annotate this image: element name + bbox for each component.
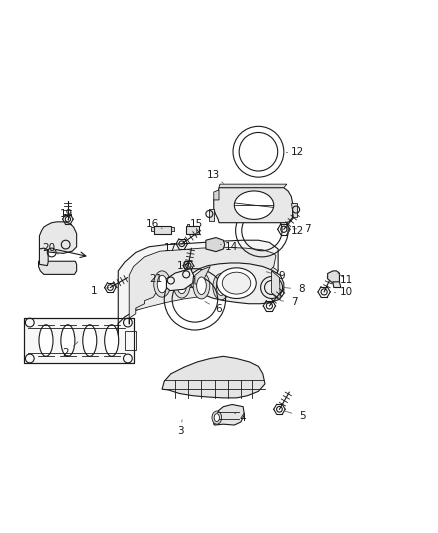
Ellipse shape <box>61 325 75 356</box>
Text: 20: 20 <box>42 243 56 253</box>
Ellipse shape <box>193 273 210 299</box>
Text: 13: 13 <box>207 169 220 180</box>
Text: 8: 8 <box>298 284 305 294</box>
Ellipse shape <box>105 325 119 356</box>
Text: 16: 16 <box>146 219 159 229</box>
Ellipse shape <box>197 277 206 295</box>
Polygon shape <box>291 203 297 217</box>
Polygon shape <box>209 209 214 221</box>
Ellipse shape <box>222 272 251 294</box>
Text: 17: 17 <box>164 243 177 253</box>
Ellipse shape <box>214 414 219 422</box>
Polygon shape <box>214 405 244 425</box>
Text: 12: 12 <box>291 147 304 157</box>
Text: 12: 12 <box>291 225 304 236</box>
Text: 11: 11 <box>340 274 353 285</box>
Text: 3: 3 <box>177 426 184 436</box>
Text: 6: 6 <box>215 304 223 314</box>
Text: 4: 4 <box>240 413 247 423</box>
Polygon shape <box>154 226 171 233</box>
Polygon shape <box>129 247 276 324</box>
Ellipse shape <box>83 325 97 356</box>
Ellipse shape <box>212 411 222 424</box>
Text: 14: 14 <box>225 242 238 252</box>
Polygon shape <box>39 261 77 274</box>
Polygon shape <box>162 356 265 398</box>
Text: 7: 7 <box>291 297 298 308</box>
Polygon shape <box>219 184 287 188</box>
Polygon shape <box>214 190 219 200</box>
Polygon shape <box>195 266 210 284</box>
Polygon shape <box>186 226 199 233</box>
Polygon shape <box>206 238 225 252</box>
Polygon shape <box>151 227 154 231</box>
Ellipse shape <box>157 275 167 293</box>
Ellipse shape <box>154 271 170 297</box>
Text: 10: 10 <box>339 287 353 297</box>
Polygon shape <box>328 271 339 284</box>
Polygon shape <box>136 261 278 310</box>
Polygon shape <box>214 188 293 223</box>
Ellipse shape <box>213 273 230 300</box>
Ellipse shape <box>217 268 256 298</box>
Polygon shape <box>188 263 284 304</box>
Polygon shape <box>171 227 174 231</box>
Text: 19: 19 <box>60 209 73 219</box>
Ellipse shape <box>234 191 274 220</box>
Polygon shape <box>166 269 194 290</box>
Text: 15: 15 <box>190 219 203 229</box>
Polygon shape <box>39 248 48 265</box>
Polygon shape <box>24 318 134 363</box>
Text: 7: 7 <box>304 224 311 235</box>
Polygon shape <box>187 223 189 226</box>
Ellipse shape <box>173 272 190 298</box>
Ellipse shape <box>216 278 226 295</box>
Text: 9: 9 <box>278 271 285 281</box>
Polygon shape <box>272 271 280 300</box>
Ellipse shape <box>177 276 187 294</box>
Text: 5: 5 <box>299 411 306 421</box>
Polygon shape <box>333 282 341 287</box>
Polygon shape <box>125 332 136 350</box>
Ellipse shape <box>39 325 53 356</box>
Text: 21: 21 <box>149 274 162 284</box>
Polygon shape <box>39 222 77 253</box>
Text: 1: 1 <box>91 286 98 296</box>
Polygon shape <box>118 240 278 341</box>
Text: 18: 18 <box>177 261 190 271</box>
Text: 2: 2 <box>62 348 69 358</box>
